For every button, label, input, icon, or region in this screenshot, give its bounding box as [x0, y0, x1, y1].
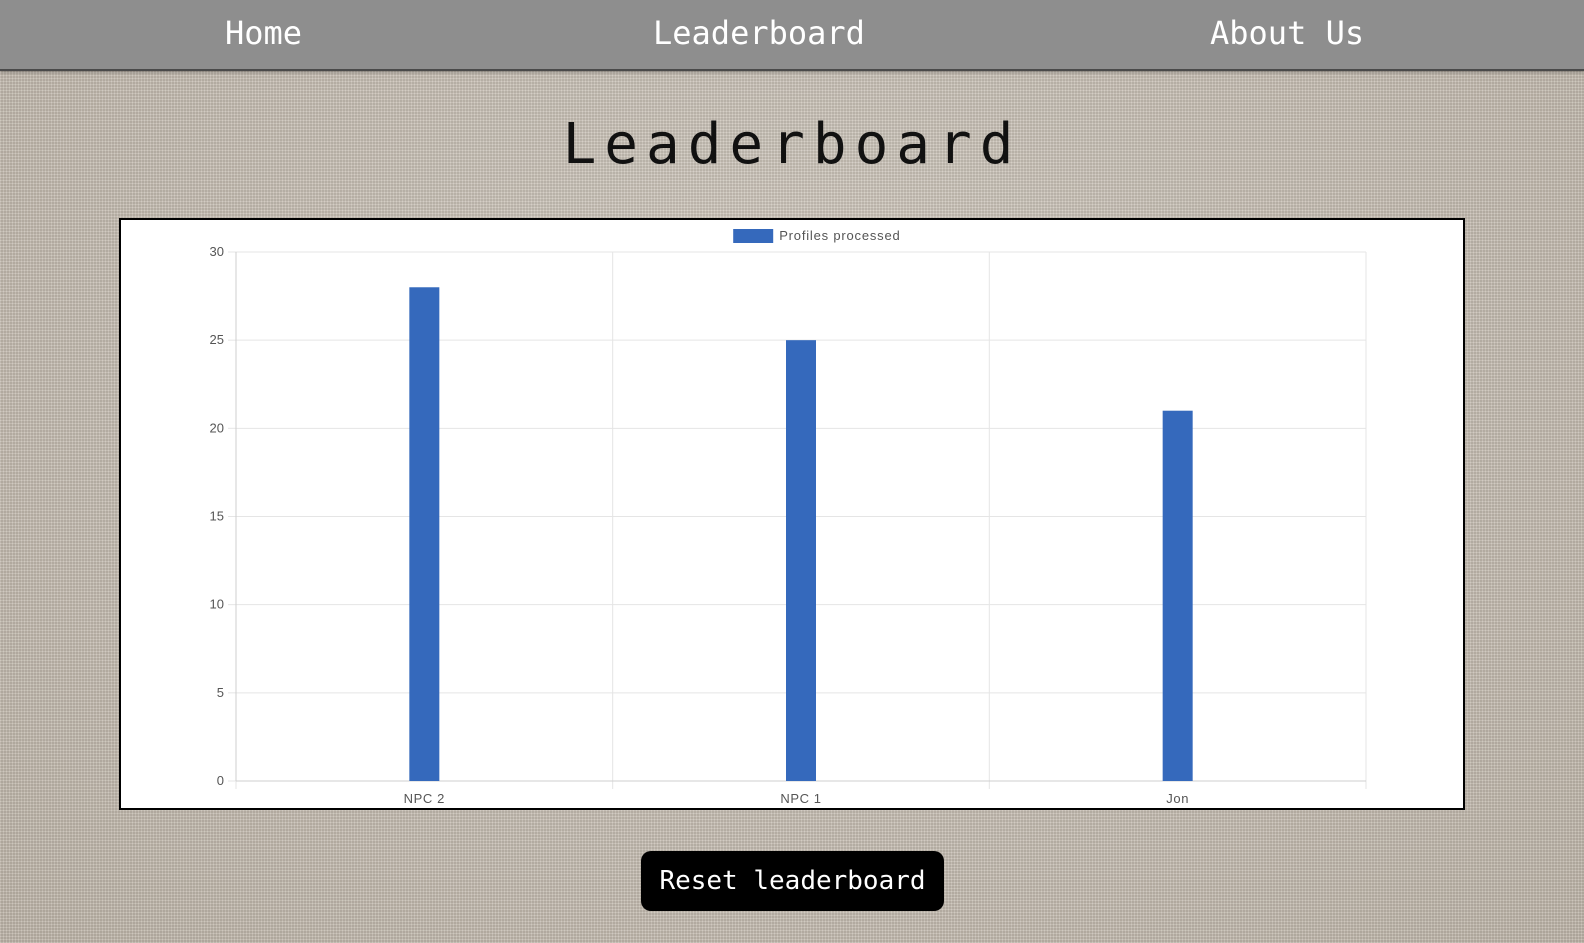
- chart-canvas: Profiles processed 0 5 10 15 20 25 30 NPC 2 NPC 1…: [210, 228, 1367, 806]
- legend-label: Profiles processed: [779, 228, 900, 243]
- y-tick-label: 10: [210, 597, 224, 612]
- reset-leaderboard-button[interactable]: Reset leaderboard: [641, 851, 944, 911]
- nav-link-home[interactable]: Home: [225, 14, 303, 52]
- y-tick-label: 20: [210, 420, 224, 435]
- leaderboard-chart: Profiles processed 0 5 10 15 20 25 30 NPC 2 NPC 1…: [119, 218, 1465, 810]
- bar-jon: [1162, 410, 1193, 781]
- x-tick-label: NPC 1: [780, 791, 821, 806]
- bar-npc-2: [409, 287, 440, 781]
- page-title: Leaderboard: [562, 112, 1022, 177]
- x-tick-label: NPC 2: [404, 791, 445, 806]
- x-tick-label: Jon: [1166, 791, 1189, 806]
- y-tick-label: 5: [217, 685, 224, 700]
- top-navbar: Home Leaderboard About Us: [0, 0, 1584, 71]
- bar-npc-1: [786, 340, 816, 781]
- legend-swatch: [733, 229, 774, 243]
- nav-link-about-us[interactable]: About Us: [1210, 14, 1365, 52]
- y-tick-label: 30: [210, 244, 224, 259]
- y-tick-label: 0: [217, 773, 224, 788]
- y-tick-label: 25: [210, 332, 224, 347]
- nav-link-leaderboard[interactable]: Leaderboard: [653, 14, 865, 52]
- y-tick-label: 15: [210, 509, 224, 524]
